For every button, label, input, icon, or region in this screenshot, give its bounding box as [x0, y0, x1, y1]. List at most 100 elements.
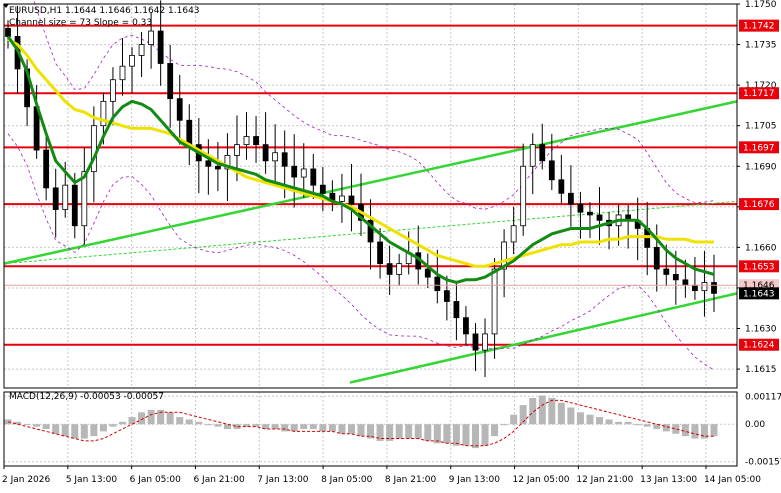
candle [262, 112, 269, 174]
candle-body [548, 160, 555, 181]
macd-histogram-bar [71, 424, 79, 439]
candle-body [443, 290, 450, 302]
candle-body [558, 179, 565, 194]
candle-body [529, 144, 536, 167]
macd-histogram-bar [462, 424, 470, 446]
level-tag-bg [739, 198, 779, 211]
macd-histogram-bar [557, 402, 565, 425]
candle-body [596, 214, 603, 221]
macd-tick-label: 0.00 [745, 420, 765, 430]
candle [176, 74, 183, 145]
macd-histogram-bar [328, 424, 336, 432]
candle-body [253, 136, 259, 146]
candle-body [281, 152, 288, 167]
candle-body [692, 284, 698, 292]
level-tag-label: 1.1676 [743, 200, 775, 210]
candle-body [520, 165, 527, 227]
macd-histogram-bar [166, 412, 174, 425]
x-tick-label: 5 Jan 13:00 [66, 475, 118, 485]
level-tag-bg [739, 141, 779, 154]
macd-histogram-bar [662, 424, 670, 432]
macd-plot [4, 395, 718, 449]
envelope-upper-line [33, 0, 715, 210]
macd-histogram-bar [157, 409, 165, 425]
candle [253, 116, 259, 163]
macd-histogram-bar [424, 424, 432, 441]
candle-body [386, 263, 393, 275]
x-tick-label: 6 Jan 21:00 [193, 475, 245, 485]
x-tick-label: 2 Jan 2026 [2, 475, 50, 485]
macd-histogram-bar [14, 421, 22, 425]
macd-histogram-bar [586, 414, 594, 425]
level-tag-bg [739, 260, 779, 273]
candle-body [5, 27, 11, 37]
candle-body [319, 184, 326, 194]
candle-body [214, 165, 221, 170]
candle-body [138, 44, 145, 56]
macd-histogram-bar [252, 424, 260, 427]
macd-histogram-bar [80, 424, 88, 439]
candle-body [205, 160, 212, 167]
macd-histogram-bar [386, 424, 394, 441]
candle [319, 166, 326, 212]
macd-histogram-bar [176, 417, 184, 425]
candle [434, 249, 441, 304]
candle-body [348, 195, 355, 205]
candle [472, 323, 479, 372]
candle [81, 147, 88, 245]
candle [300, 143, 307, 199]
candle-body [367, 219, 374, 243]
candle [52, 168, 59, 238]
candle [243, 112, 250, 160]
macd-histogram-bar [491, 424, 499, 437]
y-tick-label: 1.1615 [745, 365, 777, 375]
macd-histogram-bar [710, 424, 718, 437]
macd-histogram-bar [118, 421, 126, 425]
x-tick-label: 12 Jan 21:00 [576, 475, 633, 485]
candle-body [224, 155, 231, 170]
macd-histogram-bar [519, 405, 527, 425]
candle [520, 143, 527, 236]
macd-label: MACD(12,26,9) -0.00053 -0.00057 [9, 392, 164, 402]
candle [167, 44, 174, 128]
channel-upper-line [3, 100, 738, 265]
candle [90, 106, 97, 203]
y-tick-label: 1.1705 [745, 122, 777, 132]
x-tick-label: 8 Jan 21:00 [385, 475, 437, 485]
x-tick-label: 13 Jan 13:00 [640, 475, 697, 485]
macd-histogram-bar [214, 424, 222, 427]
macd-histogram-bar [223, 424, 231, 429]
macd-histogram-bar [109, 424, 117, 427]
candle-body [262, 144, 269, 162]
macd-histogram-bar [147, 409, 155, 425]
candle [482, 318, 488, 378]
macd-histogram-bar [443, 424, 451, 444]
y-tick-label: 1.1720 [745, 81, 777, 91]
x-tick-label: 9 Jan 13:00 [449, 475, 501, 485]
candle [558, 154, 565, 204]
macd-tick-label: -0.00157 [745, 458, 781, 468]
macd-histogram-bar [433, 424, 441, 444]
macd-histogram-bar [538, 395, 546, 425]
candle-body [424, 268, 431, 278]
x-tick-label: 7 Jan 13:00 [257, 475, 309, 485]
y-tick-label: 1.1690 [745, 162, 777, 172]
level-tag-bg [739, 338, 779, 351]
candle-body [491, 268, 498, 335]
channel-lower-line [349, 292, 738, 384]
candle-body [501, 241, 508, 270]
macd-histogram-bar [309, 424, 317, 429]
chart-symbol-line: EURUSD,H1 1.1644 1.1646 1.1642 1.1643 [9, 6, 200, 16]
macd-histogram-bar [529, 397, 537, 425]
candle [424, 253, 431, 289]
candle [701, 250, 708, 317]
level-tag-label: 1.1624 [743, 341, 775, 351]
level-tag-label: 1.1697 [743, 143, 775, 153]
candle [548, 133, 555, 191]
macd-histogram-bar [347, 424, 355, 434]
candle-body [243, 136, 250, 146]
candle-body [129, 54, 135, 67]
candle [5, 20, 11, 49]
candle-body [653, 246, 660, 270]
